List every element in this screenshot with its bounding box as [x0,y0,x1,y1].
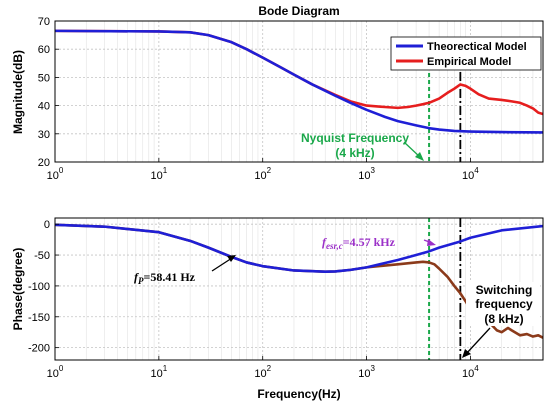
top-series-theoretical [55,29,543,134]
bottom-ytick-label: -50 [34,250,50,262]
bottom-ytick-label: -200 [28,343,50,355]
legend-label-theoretical: Theorectical Model [427,41,527,53]
bottom-ytick-label: -150 [28,312,50,324]
svg-text:fP=58.41 Hz: fP=58.41 Hz [134,270,196,286]
chart-title: Bode Diagram [258,4,339,18]
bottom-ylabel: Phase(degree) [11,248,25,331]
bottom-ticks: 100 101 102 103 104 -200 -150 -100 -50 0 [28,219,479,380]
top-ytick-label: 20 [38,157,50,169]
top-xtick-label: 102 [254,166,271,182]
bottom-xtick-label: 100 [47,364,64,380]
top-series [55,29,543,134]
fp-symbol: f [134,270,139,284]
top-xtick-label: 101 [151,166,168,182]
bottom-xtick-label: 103 [358,364,375,380]
bottom-series-theoretical [55,223,543,274]
fp-subscript: P [138,276,144,286]
top-xtick-label: 100 [47,166,64,182]
top-axes-frame [54,20,544,163]
bottom-ytick-label: -100 [28,281,50,293]
switching-label-bg [466,282,540,326]
fesr-arrowhead [427,239,436,246]
svg-text:fesr,c=4.57 kHz: fesr,c=4.57 kHz [322,235,396,251]
legend-box [390,36,542,71]
bottom-axes-frame [54,217,544,361]
switching-line1: Switching [476,283,533,297]
bottom-grid [54,218,544,360]
fp-value: =58.41 Hz [144,270,196,284]
top-ytick-label: 50 [38,72,50,84]
fesr-value: =4.57 kHz [343,235,396,249]
fesr-symbol: f [322,235,327,249]
top-xtick-label: 103 [358,166,375,182]
bottom-xtick-label: 104 [462,364,479,380]
xlabel: Frequency(Hz) [257,387,340,401]
switching-line2: frequency [475,297,533,311]
nyquist-value: (4 kHz) [335,146,374,160]
switching-line3: (8 kHz) [484,312,523,326]
bottom-xtick-label: 102 [254,364,271,380]
nyquist-annotation: Nyquist Frequency (4 kHz) [301,131,424,161]
top-ylabel: Magnitude(dB) [11,50,25,134]
switching-annotation: Switching frequency (8 kHz) [462,282,540,358]
top-ticks: 100 101 102 103 104 20 30 40 50 60 70 [38,16,480,182]
bottom-ytick-label: 0 [44,219,50,231]
switching-arrowhead [462,349,471,358]
top-ytick-label: 70 [38,16,50,28]
top-xtick-label: 104 [462,166,479,182]
top-ytick-label: 30 [38,129,50,141]
top-ytick-label: 40 [38,101,50,113]
nyquist-label: Nyquist Frequency [301,131,409,145]
fp-arrowhead [227,255,236,262]
bottom-xtick-label: 101 [151,364,168,380]
fp-arrow [211,257,233,272]
legend: Theorectical Model Empirical Model [390,36,542,71]
nyquist-arrowhead [415,152,424,161]
fp-annotation: fP=58.41 Hz [134,255,236,286]
switching-arrow [465,327,491,355]
fesr-annotation: fesr,c=4.57 kHz [322,235,436,251]
fesr-subscript: esr,c [326,241,343,251]
legend-label-empirical: Empirical Model [427,56,511,68]
top-ytick-label: 60 [38,44,50,56]
bottom-series [55,223,543,339]
